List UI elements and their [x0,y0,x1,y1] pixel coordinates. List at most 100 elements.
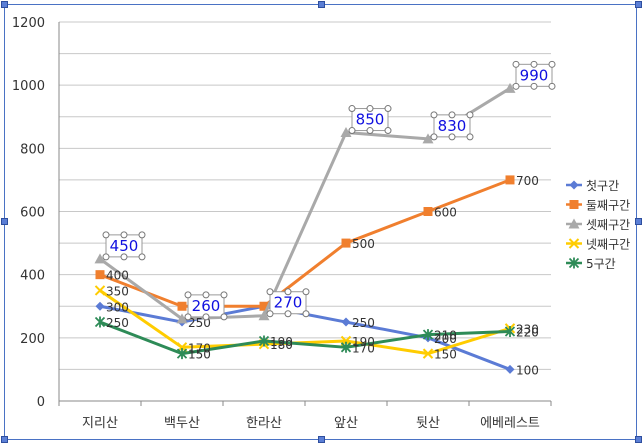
selection-handle[interactable] [512,82,520,90]
series-5구간[interactable] [94,316,516,360]
data-point-marker[interactable] [505,364,515,374]
data-point-marker[interactable] [504,82,516,93]
selection-handle[interactable] [266,288,274,296]
data-point-marker[interactable] [568,238,580,249]
chart-resize-handle[interactable] [635,218,642,225]
chart-resize-handle[interactable] [1,1,8,8]
data-label: 220 [516,326,539,340]
data-point-marker[interactable] [422,348,434,359]
selection-handle[interactable] [102,231,110,239]
data-point-marker[interactable] [176,348,188,360]
series-lines [94,82,516,374]
data-point-marker[interactable] [340,127,352,138]
data-point-marker[interactable] [569,200,579,209]
selection-handle[interactable] [284,310,292,318]
selection-handle[interactable] [202,313,210,321]
selection-handle[interactable] [366,127,374,135]
selection-handle[interactable] [512,60,520,68]
data-point-marker[interactable] [341,238,351,248]
data-label: 200 [434,332,457,346]
data-label: 230 [516,322,539,336]
data-label: 450 [110,237,139,255]
legend-item-넷째구간[interactable]: 넷째구간 [566,238,630,252]
data-point-marker[interactable] [505,175,515,185]
series-line[interactable] [99,178,511,308]
selection-handle[interactable] [384,105,392,113]
data-point-marker[interactable] [177,301,187,311]
chart-resize-handle[interactable] [318,1,325,8]
selection-handle[interactable] [220,313,228,321]
chart-resize-handle[interactable] [635,436,642,443]
selection-handle[interactable] [530,60,538,68]
selection-handle[interactable] [448,111,456,119]
data-point-marker[interactable] [258,335,270,347]
selection-handle[interactable] [184,291,192,299]
selection-handle[interactable] [202,291,210,299]
selection-handle[interactable] [548,82,556,90]
data-point-marker[interactable] [422,329,434,341]
selection-handle[interactable] [530,82,538,90]
legend-label: 첫구간 [586,179,619,193]
legend-item-5구간[interactable]: 5구간 [566,257,616,271]
chart-resize-handle[interactable] [1,436,8,443]
selection-handle[interactable] [284,288,292,296]
data-point-marker[interactable] [340,341,352,353]
y-tick-label: 1200 [12,16,45,31]
data-point-marker[interactable] [95,270,105,280]
series-line[interactable] [99,320,511,356]
data-point-marker[interactable] [422,133,434,144]
data-label: 150 [188,348,211,362]
selection-handle[interactable] [348,105,356,113]
selection-handle[interactable] [266,310,274,318]
selection-handle[interactable] [120,231,128,239]
series-둘째구간[interactable] [95,175,515,311]
data-label: 270 [274,294,303,312]
selection-handle[interactable] [548,60,556,68]
data-point-marker[interactable] [95,301,105,311]
x-tick-label: 앞산 [334,416,358,431]
series-line[interactable] [99,289,511,356]
selection-handle[interactable] [430,133,438,141]
selection-handle[interactable] [302,288,310,296]
selection-handle[interactable] [220,291,228,299]
data-point-marker[interactable] [258,310,270,321]
data-point-marker[interactable] [94,316,106,328]
data-point-marker[interactable] [569,180,579,190]
data-point-marker[interactable] [568,218,580,229]
chart-resize-handle[interactable] [318,436,325,443]
selection-handle[interactable] [366,105,374,113]
selection-handle[interactable] [120,253,128,261]
selection-handle[interactable] [184,313,192,321]
selection-handle[interactable] [138,231,146,239]
selection-handle[interactable] [302,310,310,318]
selection-handle[interactable] [466,133,474,141]
data-label: 830 [438,117,467,135]
selection-handle[interactable] [466,111,474,119]
legend-item-첫구간[interactable]: 첫구간 [566,179,619,193]
data-point-marker[interactable] [504,326,516,338]
data-point-marker[interactable] [568,257,580,269]
selection-handle[interactable] [102,253,110,261]
data-point-marker[interactable] [259,301,269,311]
selection-handle[interactable] [138,253,146,261]
data-point-marker[interactable] [341,317,351,327]
legend-item-둘째구간[interactable]: 둘째구간 [566,199,630,213]
y-tick-label: 1000 [12,79,45,94]
data-label: 250 [106,316,129,330]
selection-handle[interactable] [430,111,438,119]
selection-handle[interactable] [384,127,392,135]
x-tick-label: 한라산 [246,416,282,431]
chart-resize-handle[interactable] [1,218,8,225]
data-labels: 3002503002502001004003003005006007004502… [102,60,556,377]
legend-item-셋째구간[interactable]: 셋째구간 [566,218,630,232]
data-point-marker[interactable] [423,207,433,216]
chart-resize-handle[interactable] [635,1,642,8]
data-point-marker[interactable] [94,253,106,264]
data-label: 300 [106,300,129,314]
selection-handle[interactable] [448,133,456,141]
selection-handle[interactable] [348,127,356,135]
data-point-marker[interactable] [176,313,188,324]
data-point-marker[interactable] [94,285,106,296]
